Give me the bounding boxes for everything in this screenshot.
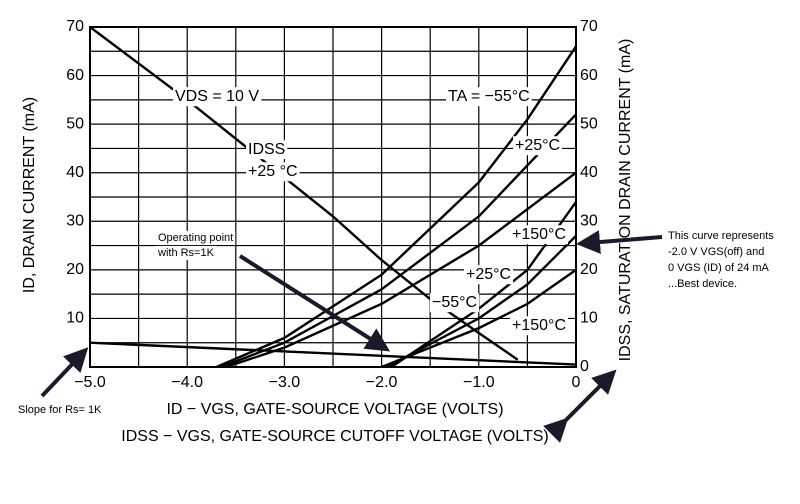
arrow: [576, 230, 663, 254]
x-tick-label: −3.0: [269, 374, 301, 391]
x-tick-label: −2.0: [366, 374, 398, 391]
y2-tick-label: 20: [580, 261, 598, 278]
annotation-background: [510, 225, 568, 245]
x-axis-title: ID − VGS, GATE-SOURCE VOLTAGE (VOLTS): [166, 401, 503, 418]
annotation: VDS = 10 V: [175, 88, 259, 105]
curves: [89, 26, 577, 369]
annotation: Operating point: [158, 232, 233, 244]
x-tick-label: 0: [572, 374, 581, 391]
y-tick-label: 70: [66, 18, 84, 35]
curve: [385, 235, 577, 369]
annotation-background: [246, 140, 288, 160]
annotation-background: [510, 316, 568, 336]
annotation-background: [513, 136, 563, 156]
x-axis-title-2: IDSS − VGS, GATE-SOURCE CUTOFF VOLTAGE (…: [121, 428, 548, 445]
annotation: +150°C: [512, 226, 566, 243]
y2-tick-label: 10: [580, 310, 598, 327]
y2-axis-title: IDSS, SATURATION DRAIN CURRENT (mA): [617, 39, 634, 362]
annotation: +150°C: [512, 317, 566, 334]
curve: [89, 26, 519, 361]
annotation: +25 °C: [248, 163, 298, 180]
y-tick-label: 10: [66, 310, 84, 327]
x-tick-label: −4.0: [171, 374, 203, 391]
labels: ID − VGS, GATE-SOURCE VOLTAGE (VOLTS) ID…: [18, 18, 774, 445]
annotation-background: [446, 87, 532, 107]
annotation: TA = −55°C: [448, 88, 530, 105]
arrow: [40, 347, 89, 398]
annotation-background: [430, 293, 480, 313]
annotation: 0 VGS (ID) of 24 mA: [668, 262, 770, 274]
annotation: Slope for Rs= 1K: [18, 404, 102, 416]
y2-tick-label: 50: [580, 115, 598, 132]
arrow: [238, 254, 391, 352]
annotation: IDSS: [248, 141, 285, 158]
x-tick-label: −1.0: [463, 374, 495, 391]
annotation: −55°C: [432, 294, 477, 311]
arrows: [40, 230, 663, 443]
y-tick-label: 50: [66, 115, 84, 132]
curve: [225, 171, 577, 369]
curve: [89, 341, 577, 366]
annotation: +25°C: [515, 137, 560, 154]
y-tick-label: 40: [66, 164, 84, 181]
curve: [215, 45, 577, 369]
x-tick-label: −5.0: [74, 374, 106, 391]
annotation-background: [156, 230, 236, 245]
annotation-background: [464, 265, 514, 285]
annotation-background: [173, 87, 262, 107]
y2-tick-label: 60: [580, 67, 598, 84]
annotation: with Rs=1K: [157, 247, 215, 259]
y2-tick-label: 40: [580, 164, 598, 181]
y-tick-label: 30: [66, 213, 84, 230]
y-axis-title: ID, DRAIN CURRENT (mA): [21, 97, 38, 293]
y2-tick-label: 30: [580, 213, 598, 230]
y-tick-label: 60: [66, 67, 84, 84]
y-tick-label: 20: [66, 261, 84, 278]
annotation: ...Best device.: [668, 278, 737, 290]
y2-tick-label: 0: [580, 358, 589, 375]
curve: [381, 268, 577, 369]
annotation-background: [246, 162, 300, 182]
annotation-background: [155, 245, 217, 260]
arrow: [543, 369, 617, 443]
y2-tick-label: 70: [580, 18, 598, 35]
annotation: +25°C: [466, 266, 511, 283]
annotation: -2.0 V VGS(off) and: [668, 246, 764, 258]
annotation: This curve represents: [668, 230, 774, 242]
